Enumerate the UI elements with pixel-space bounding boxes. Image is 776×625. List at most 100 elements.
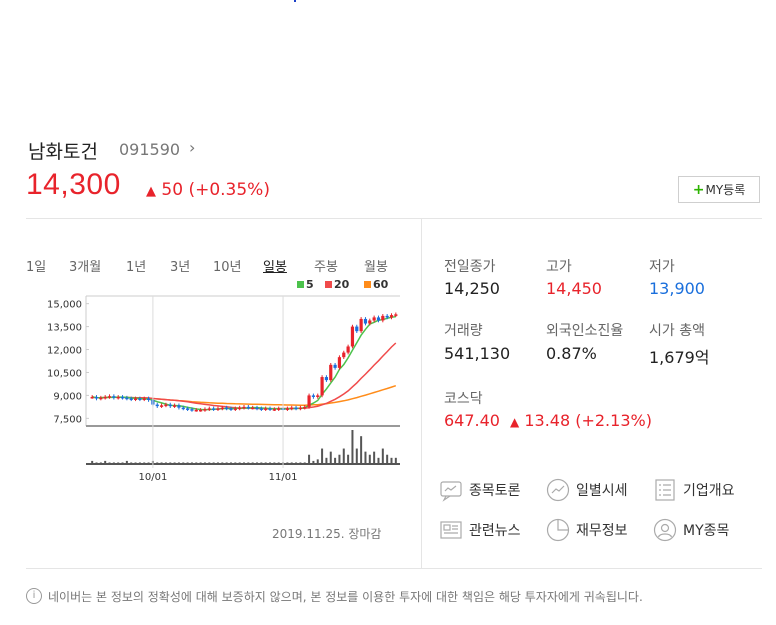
candle	[350, 326, 355, 347]
candle	[103, 396, 107, 399]
candle	[229, 408, 233, 410]
tab-weekly-candle[interactable]: 주봉	[314, 260, 338, 275]
candle	[94, 396, 99, 399]
candle	[272, 409, 276, 411]
candle	[190, 409, 194, 411]
volume-bar	[108, 462, 111, 464]
candle	[394, 314, 398, 316]
volume-bar	[247, 462, 250, 464]
volume-bar	[182, 462, 185, 464]
volume-bar	[381, 448, 384, 464]
volume-bar	[173, 462, 176, 464]
user-icon	[653, 518, 677, 542]
info-icon: i	[26, 588, 42, 604]
legend-ma20-label: 20	[334, 278, 350, 291]
chevron-right-icon[interactable]: ›	[189, 138, 196, 157]
candle	[389, 315, 394, 318]
volume-bar	[164, 462, 167, 464]
volume-bar	[147, 462, 150, 464]
candle	[112, 396, 116, 398]
kosdaq-label[interactable]: 코스닥	[444, 391, 483, 407]
candle	[90, 396, 94, 399]
tab-3y[interactable]: 3년	[170, 260, 191, 275]
volume-bar	[386, 454, 389, 464]
volume-bar	[368, 454, 371, 464]
volume-bar	[334, 457, 337, 464]
candle	[242, 406, 246, 409]
menu-related-news[interactable]: 관련뉴스	[439, 518, 521, 542]
tab-10y[interactable]: 10년	[213, 260, 242, 275]
menu-financials-label: 재무정보	[576, 523, 628, 539]
stock-name[interactable]: 남화토건	[28, 141, 98, 163]
menu-my-stocks-label: MY종목	[683, 523, 730, 539]
volume-bar	[325, 457, 328, 464]
candle	[186, 408, 190, 410]
my-register-button[interactable]: + MY등록	[678, 176, 760, 203]
volume-bar	[91, 460, 94, 464]
y-tick-label: 13,500	[47, 323, 82, 334]
volume-bar	[256, 462, 259, 464]
menu-daily-price[interactable]: 일별시세	[546, 478, 628, 502]
menu-discussion[interactable]: 종목토론	[439, 478, 521, 502]
candle	[372, 317, 376, 321]
tab-monthly-candle[interactable]: 월봉	[364, 260, 388, 275]
volume-bar	[121, 462, 124, 464]
stat-label-market-cap: 시가 총액	[649, 323, 705, 339]
news-icon	[440, 521, 462, 539]
price-change: ▲ 50 (+0.35%)	[146, 180, 270, 200]
volume-bar	[203, 462, 206, 464]
x-tick-label: 11/01	[269, 472, 298, 483]
kosdaq-change-text: 13.48 (+2.13%)	[524, 411, 652, 430]
volume-bar	[229, 462, 232, 464]
volume-bar	[134, 462, 137, 464]
candle	[216, 408, 220, 410]
price-chart[interactable]: 15,000 13,500 12,000 10,500 9,000 7,500 10/01 1…	[30, 288, 402, 488]
candle	[359, 318, 363, 332]
stat-value-low: 13,900	[649, 279, 705, 298]
volume-bar	[269, 462, 272, 464]
tab-1y[interactable]: 1년	[126, 260, 147, 275]
volume-bar	[160, 462, 163, 464]
stat-label-volume: 거래량	[444, 323, 483, 339]
volume-bar	[238, 462, 241, 464]
volume-bar	[351, 430, 354, 464]
volume-bar	[212, 462, 215, 464]
stat-label-low: 저가	[649, 259, 675, 275]
candle	[194, 409, 198, 412]
list-icon	[655, 479, 675, 501]
vertical-divider	[421, 219, 422, 569]
volume-bar	[286, 462, 289, 464]
volume-bar	[95, 462, 98, 464]
candle	[376, 317, 381, 321]
candle	[346, 346, 350, 353]
volume-bar	[169, 462, 172, 464]
trend-icon	[546, 478, 570, 502]
candle	[290, 407, 294, 410]
decorative-dot	[294, 0, 296, 2]
volume-bar	[143, 462, 146, 464]
volume-bar	[117, 462, 120, 464]
volume-bar	[312, 460, 315, 464]
candle	[107, 396, 112, 398]
menu-my-stocks[interactable]: MY종목	[653, 518, 729, 542]
tab-1d[interactable]: 1일	[26, 260, 47, 275]
stat-label-prev-close: 전일종가	[444, 259, 496, 275]
ma5-line	[92, 315, 396, 411]
candle	[181, 407, 185, 410]
candle	[177, 405, 181, 408]
menu-financials[interactable]: 재무정보	[546, 518, 628, 542]
tab-daily-candle[interactable]: 일봉	[263, 260, 287, 275]
candle	[120, 396, 125, 399]
volume-bar	[125, 460, 128, 464]
stat-label-high: 고가	[546, 259, 572, 275]
volume-bar	[290, 462, 293, 464]
candle	[259, 408, 263, 410]
candle	[116, 396, 120, 399]
tab-3m[interactable]: 3개월	[69, 260, 102, 275]
volume-bar	[190, 462, 193, 464]
legend-swatch-icon	[325, 281, 332, 288]
legend-swatch-icon	[297, 281, 304, 288]
disclaimer-text: 네이버는 본 정보의 정확성에 대해 보증하지 않으며, 본 정보를 이용한 투…	[48, 590, 643, 604]
stock-code[interactable]: 091590	[119, 140, 181, 159]
menu-company-overview[interactable]: 기업개요	[653, 478, 735, 502]
